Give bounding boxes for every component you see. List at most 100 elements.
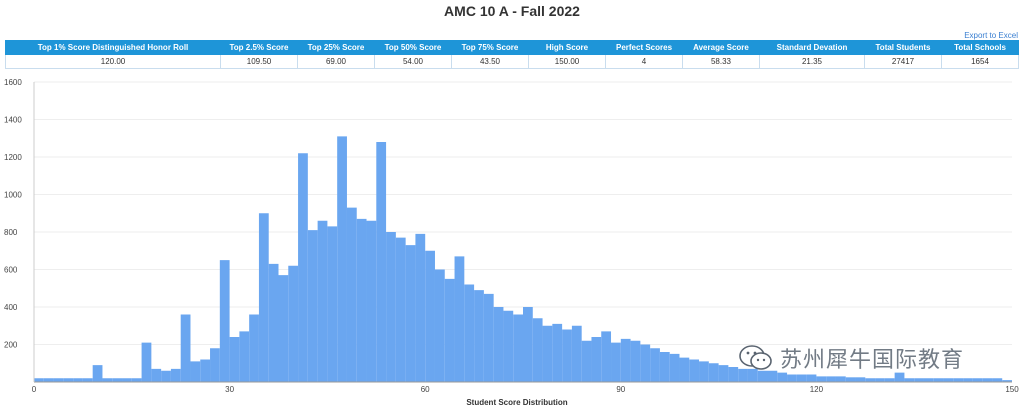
- x-tick-label: 30: [225, 385, 234, 394]
- histogram-bar: [767, 370, 778, 382]
- y-tick-label: 1400: [4, 116, 22, 125]
- histogram-bar: [82, 378, 93, 382]
- histogram-bar: [747, 368, 758, 382]
- col-header-top1: Top 1% Score Distinguished Honor Roll: [5, 40, 221, 55]
- histogram-bar: [845, 377, 856, 382]
- histogram-bar: [884, 378, 895, 382]
- histogram-bar: [630, 340, 641, 382]
- histogram-bar: [806, 374, 817, 382]
- histogram-bar: [258, 213, 269, 382]
- histogram-bar: [982, 378, 993, 382]
- histogram-bar: [307, 230, 318, 382]
- histogram-bar: [914, 378, 924, 382]
- histogram-bar: [268, 263, 279, 382]
- cell-standard-deviation: 21.35: [759, 54, 865, 69]
- col-header-high-score: High Score: [528, 40, 606, 55]
- histogram-bar: [796, 374, 807, 382]
- histogram-bar: [669, 353, 680, 382]
- histogram-bar: [963, 378, 973, 382]
- histogram-bar: [523, 307, 533, 382]
- page-title: AMC 10 A - Fall 2022: [444, 3, 580, 19]
- histogram-bar: [278, 275, 289, 382]
- y-tick-label: 1600: [4, 78, 22, 87]
- histogram-bar: [738, 368, 748, 382]
- histogram-bar: [640, 344, 651, 382]
- wechat-icon: [739, 345, 772, 370]
- histogram-bar: [170, 368, 181, 382]
- cell-top1: 120.00: [5, 54, 221, 69]
- y-tick-label: 600: [4, 266, 18, 275]
- histogram-bar: [562, 329, 572, 382]
- histogram-bar: [620, 338, 631, 382]
- histogram-bar: [249, 314, 259, 382]
- histogram-bar: [405, 245, 416, 382]
- histogram-bar: [425, 250, 435, 382]
- y-tick-label: 1000: [4, 191, 22, 200]
- histogram-bar: [444, 278, 455, 382]
- histogram-bar: [571, 325, 582, 382]
- stats-header-row: Top 1% Score Distinguished Honor Roll To…: [5, 40, 1019, 55]
- histogram-bar: [464, 284, 475, 382]
- cell-total-students: 27417: [864, 54, 942, 69]
- histogram-bar: [787, 374, 797, 382]
- histogram-bar: [434, 269, 445, 382]
- histogram-bar: [151, 368, 162, 382]
- histogram-bar: [972, 378, 983, 382]
- histogram-bar: [855, 377, 866, 382]
- histogram-svg: 200 400 600 800 1000 1200 1400 1600 0 30 60 90 120 1…: [4, 78, 1019, 407]
- cell-high-score: 150.00: [528, 54, 606, 69]
- histogram-bar: [923, 378, 934, 382]
- x-tick-label: 90: [616, 385, 625, 394]
- histogram-bar: [503, 310, 514, 382]
- histogram-bar: [542, 325, 553, 382]
- histogram-bar: [894, 372, 905, 382]
- histogram-bar: [239, 331, 250, 382]
- histogram-bar: [611, 342, 621, 382]
- x-tick-label: 60: [421, 385, 430, 394]
- histogram-bar: [415, 233, 426, 382]
- x-axis-ticks: 0 30 60 90 120 150: [32, 385, 1019, 394]
- histogram-bar: [933, 378, 944, 382]
- histogram-bar: [865, 378, 876, 382]
- histogram-bar: [112, 378, 123, 382]
- histogram-bar: [679, 357, 690, 382]
- cell-total-schools: 1654: [941, 54, 1019, 69]
- histogram-bar: [73, 378, 83, 382]
- histogram-bar: [816, 376, 827, 382]
- histogram-bar: [366, 220, 377, 382]
- col-header-top75: Top 75% Score: [451, 40, 529, 55]
- histogram-bar: [552, 323, 563, 382]
- histogram-bar: [483, 293, 494, 382]
- histogram-bar: [513, 314, 523, 382]
- histogram-bar: [708, 363, 719, 382]
- histogram-bar: [288, 265, 299, 382]
- histogram-bar: [953, 378, 964, 382]
- col-header-top25: Top 25% Score: [297, 40, 375, 55]
- histogram-bar: [493, 307, 504, 382]
- histogram-bar: [346, 207, 357, 382]
- x-tick-label: 120: [810, 385, 824, 394]
- histogram-bar: [474, 290, 484, 382]
- histogram-bar: [141, 342, 152, 382]
- col-header-average-score: Average Score: [682, 40, 760, 55]
- histogram-bar: [317, 220, 328, 382]
- cell-average-score: 58.33: [682, 54, 760, 69]
- histogram-bar: [992, 378, 1003, 382]
- col-header-total-students: Total Students: [864, 40, 942, 55]
- y-tick-label: 800: [4, 228, 18, 237]
- histogram-bar: [161, 370, 171, 382]
- histogram-bar: [757, 370, 768, 382]
- histogram-bar: [131, 378, 142, 382]
- histogram-bar: [327, 226, 338, 382]
- histogram-bar: [63, 378, 74, 382]
- histogram-bar: [43, 378, 54, 382]
- export-to-excel-link[interactable]: Export to Excel: [964, 31, 1018, 40]
- histogram-bar: [943, 378, 954, 382]
- col-header-total-schools: Total Schools: [941, 40, 1019, 55]
- histogram-bar: [34, 378, 44, 382]
- y-axis-ticks: 200 400 600 800 1000 1200 1400 1600: [4, 78, 22, 350]
- y-tick-label: 400: [4, 303, 18, 312]
- histogram-bars: [34, 136, 1012, 382]
- histogram-bar: [395, 237, 406, 382]
- col-header-standard-deviation: Standard Devation: [759, 40, 865, 55]
